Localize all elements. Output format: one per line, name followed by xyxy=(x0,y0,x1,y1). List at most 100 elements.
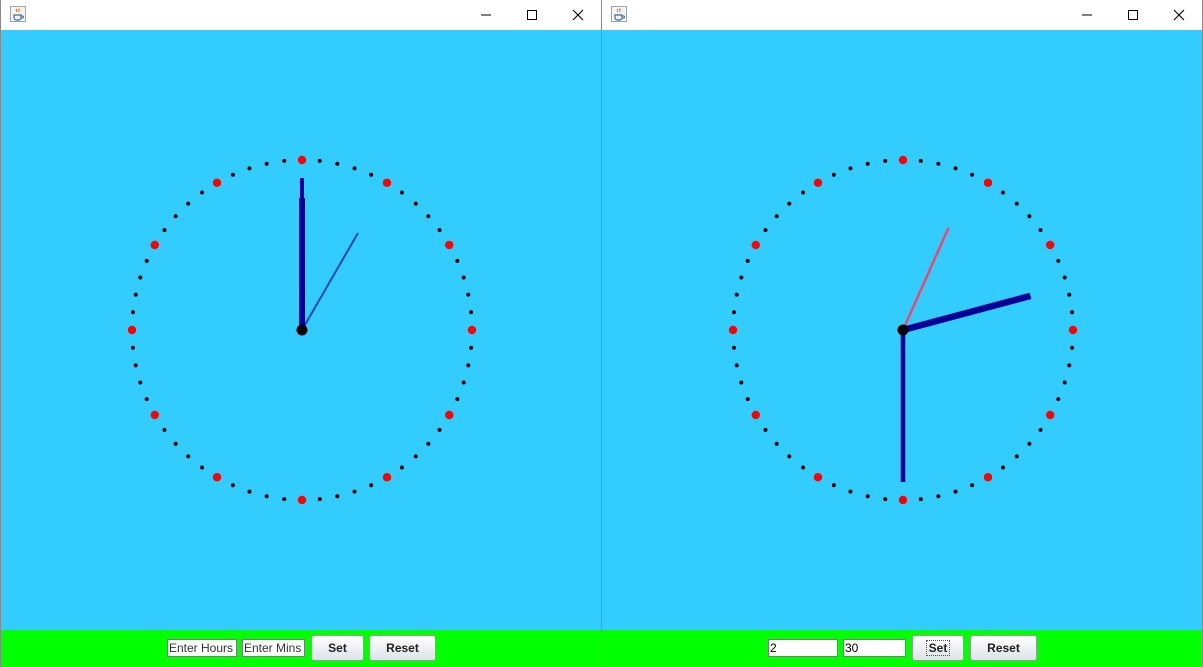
minute-marker xyxy=(739,380,744,385)
hour-marker xyxy=(382,178,392,187)
minute-marker xyxy=(953,489,958,494)
hour-marker xyxy=(445,240,454,250)
minimize-button[interactable] xyxy=(463,0,509,30)
minute-marker xyxy=(133,292,138,297)
minute-marker xyxy=(413,201,418,206)
minute-marker xyxy=(1027,214,1032,219)
minute-marker xyxy=(1038,228,1043,233)
close-button[interactable] xyxy=(555,0,601,30)
minute-marker xyxy=(734,292,739,297)
minute-marker xyxy=(413,454,418,459)
clock-window-right: Set Reset xyxy=(601,0,1203,667)
minute-marker xyxy=(138,380,143,385)
hour-marker xyxy=(212,178,222,187)
minute-marker xyxy=(455,258,460,263)
hour-marker xyxy=(1068,325,1078,335)
minute-marker xyxy=(264,494,269,499)
minute-marker xyxy=(200,190,205,195)
title-bar[interactable] xyxy=(1,0,601,30)
minute-marker xyxy=(466,292,471,297)
minute-marker xyxy=(186,454,191,459)
minute-marker xyxy=(739,275,744,280)
minute-marker xyxy=(1067,363,1072,368)
minute-marker xyxy=(1000,465,1005,470)
hour-marker xyxy=(898,155,908,165)
clock-canvas xyxy=(1,30,601,630)
minute-marker xyxy=(1014,454,1019,459)
reset-button[interactable]: Reset xyxy=(970,635,1037,661)
minute-marker xyxy=(1014,201,1019,206)
minute-marker xyxy=(469,310,474,315)
minute-marker xyxy=(1067,292,1072,297)
set-button[interactable]: Set xyxy=(912,635,964,661)
java-coffee-cup-icon xyxy=(10,6,26,22)
set-button[interactable]: Set xyxy=(311,635,364,661)
hours-input[interactable] xyxy=(768,639,838,657)
minute-marker xyxy=(936,494,941,499)
hour-marker xyxy=(751,240,760,250)
maximize-button[interactable] xyxy=(509,0,555,30)
minute-marker xyxy=(455,397,460,402)
minute-marker xyxy=(399,465,404,470)
minute-marker xyxy=(801,465,806,470)
title-bar[interactable] xyxy=(602,0,1202,30)
hour-marker xyxy=(150,410,159,420)
minute-marker xyxy=(1062,275,1067,280)
hour-marker xyxy=(297,155,307,165)
minute-marker xyxy=(734,363,739,368)
hour-marker xyxy=(382,473,392,482)
hour-marker xyxy=(445,410,454,420)
minute-marker xyxy=(1056,397,1061,402)
minute-marker xyxy=(787,454,792,459)
minute-marker xyxy=(883,497,888,502)
minute-marker xyxy=(144,397,149,402)
minute-marker xyxy=(133,363,138,368)
minute-marker xyxy=(399,190,404,195)
hour-marker xyxy=(150,240,159,250)
minute-marker xyxy=(745,258,750,263)
minute-marker xyxy=(801,190,806,195)
minute-marker xyxy=(745,397,750,402)
controls-panel: Set Reset xyxy=(1,630,601,667)
hour-marker xyxy=(1046,240,1055,250)
maximize-icon xyxy=(1128,10,1138,20)
minute-marker xyxy=(763,228,768,233)
minute-marker xyxy=(970,483,975,488)
minute-marker xyxy=(426,441,431,446)
minutes-input[interactable] xyxy=(843,639,906,657)
minute-marker xyxy=(936,161,941,166)
minute-marker xyxy=(774,441,779,446)
maximize-button[interactable] xyxy=(1110,0,1156,30)
minute-marker xyxy=(230,172,235,177)
set-button-label: Set xyxy=(925,640,951,656)
minute-marker xyxy=(918,497,923,502)
minute-marker xyxy=(1000,190,1005,195)
minute-marker xyxy=(369,172,374,177)
reset-button-label: Reset xyxy=(386,641,419,655)
reset-button[interactable]: Reset xyxy=(369,635,436,661)
minute-marker xyxy=(173,441,178,446)
minute-marker xyxy=(437,228,442,233)
minute-marker xyxy=(865,494,870,499)
close-button[interactable] xyxy=(1156,0,1202,30)
second-hand xyxy=(901,227,950,331)
minute-marker xyxy=(787,201,792,206)
minute-marker xyxy=(731,345,736,350)
hours-input[interactable] xyxy=(167,639,237,657)
minute-marker xyxy=(144,258,149,263)
reset-button-label: Reset xyxy=(987,641,1020,655)
minute-marker xyxy=(200,465,205,470)
minutes-input[interactable] xyxy=(242,639,305,657)
minute-marker xyxy=(466,363,471,368)
minute-marker xyxy=(162,427,167,432)
minute-marker xyxy=(173,214,178,219)
minute-marker xyxy=(848,489,853,494)
minute-marker xyxy=(1038,427,1043,432)
minute-marker xyxy=(264,161,269,166)
minute-marker xyxy=(1070,310,1075,315)
minute-marker xyxy=(317,158,322,163)
minute-marker xyxy=(130,345,135,350)
hour-hand xyxy=(902,292,1032,334)
hour-marker xyxy=(1046,410,1055,420)
minimize-button[interactable] xyxy=(1064,0,1110,30)
